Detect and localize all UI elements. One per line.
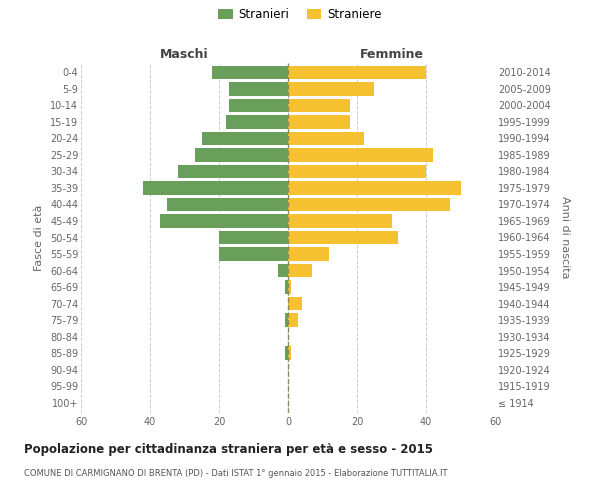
Bar	[202, 132, 288, 145]
Text: COMUNE DI CARMIGNANO DI BRENTA (PD) - Dati ISTAT 1° gennaio 2015 - Elaborazione : COMUNE DI CARMIGNANO DI BRENTA (PD) - Da…	[24, 469, 448, 478]
Bar	[288, 346, 292, 360]
Bar	[288, 99, 350, 112]
Bar	[288, 314, 298, 326]
Bar	[284, 346, 288, 360]
Bar	[288, 264, 312, 277]
Bar	[288, 82, 374, 96]
Bar	[219, 231, 288, 244]
Bar	[178, 165, 288, 178]
Bar	[288, 116, 350, 128]
Text: Popolazione per cittadinanza straniera per età e sesso - 2015: Popolazione per cittadinanza straniera p…	[24, 442, 433, 456]
Bar	[288, 165, 426, 178]
Bar	[288, 198, 450, 211]
Bar	[229, 82, 288, 96]
Text: Maschi: Maschi	[160, 48, 209, 61]
Bar	[195, 148, 288, 162]
Bar	[212, 66, 288, 79]
Bar	[143, 182, 288, 194]
Bar	[226, 116, 288, 128]
Bar	[288, 214, 392, 228]
Legend: Stranieri, Straniere: Stranieri, Straniere	[218, 8, 382, 22]
Bar	[229, 99, 288, 112]
Bar	[284, 314, 288, 326]
Bar	[288, 280, 292, 293]
Y-axis label: Anni di nascita: Anni di nascita	[560, 196, 570, 278]
Bar	[288, 148, 433, 162]
Bar	[160, 214, 288, 228]
Bar	[288, 248, 329, 260]
Bar	[288, 297, 302, 310]
Bar	[278, 264, 288, 277]
Y-axis label: Fasce di età: Fasce di età	[34, 204, 44, 270]
Bar	[288, 66, 426, 79]
Bar	[284, 280, 288, 293]
Bar	[288, 231, 398, 244]
Bar	[219, 248, 288, 260]
Bar	[167, 198, 288, 211]
Text: Femmine: Femmine	[359, 48, 424, 61]
Bar	[288, 132, 364, 145]
Bar	[288, 182, 461, 194]
